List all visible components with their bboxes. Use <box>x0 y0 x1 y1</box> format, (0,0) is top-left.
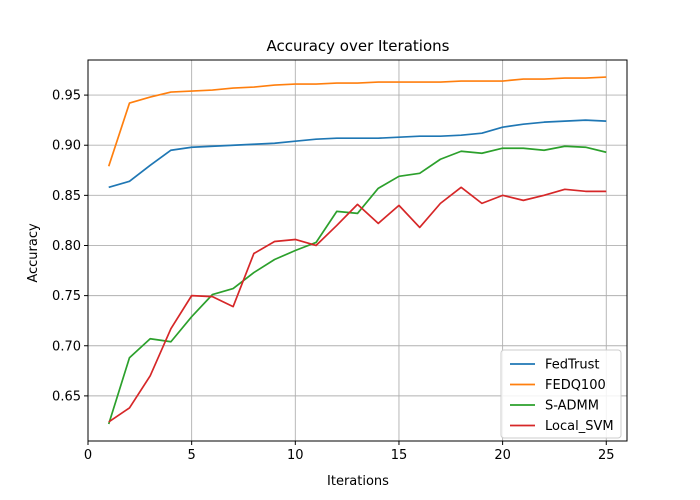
series-line-local-svm <box>108 186 607 423</box>
legend-entry: Local_SVM <box>545 419 614 434</box>
series-line-s-admm <box>107 145 607 425</box>
x-tick-label: 25 <box>598 448 615 463</box>
x-tick-label: 5 <box>188 448 196 463</box>
x-tick-label: 20 <box>494 448 511 463</box>
y-tick-label: 0.85 <box>52 189 81 204</box>
y-tick-label: 0.80 <box>52 239 81 254</box>
legend-box <box>500 349 622 439</box>
x-tick-label: 0 <box>84 448 92 463</box>
legend: FedTrust FEDQ100 S-ADMM Local_SVM <box>500 349 622 439</box>
series-lines <box>107 76 607 425</box>
x-axis-title: Iterations <box>327 474 389 489</box>
series-line-fedtrust <box>108 119 607 189</box>
grid <box>87 60 627 441</box>
chart-title: Accuracy over Iterations <box>267 37 450 55</box>
y-tick-label: 0.75 <box>52 289 81 304</box>
y-axis-title: Accuracy <box>26 223 41 283</box>
x-tick-label: 15 <box>391 448 408 463</box>
y-tick-label: 0.65 <box>52 389 81 404</box>
x-axis-ticks: 0 5 10 15 20 25 <box>84 441 615 463</box>
y-tick-label: 0.95 <box>52 89 81 104</box>
y-tick-label: 0.90 <box>52 139 81 154</box>
legend-entry: S-ADMM <box>545 399 599 414</box>
plot-frame <box>87 59 628 442</box>
x-tick-label: 10 <box>287 448 304 463</box>
y-axis-ticks: 0.65 0.70 0.75 0.80 0.85 0.90 0.95 <box>52 89 88 404</box>
legend-entry: FEDQ100 <box>545 378 606 393</box>
series-line-fedq100 <box>107 76 607 167</box>
legend-entry: FedTrust <box>545 358 600 373</box>
y-tick-label: 0.70 <box>52 339 81 354</box>
